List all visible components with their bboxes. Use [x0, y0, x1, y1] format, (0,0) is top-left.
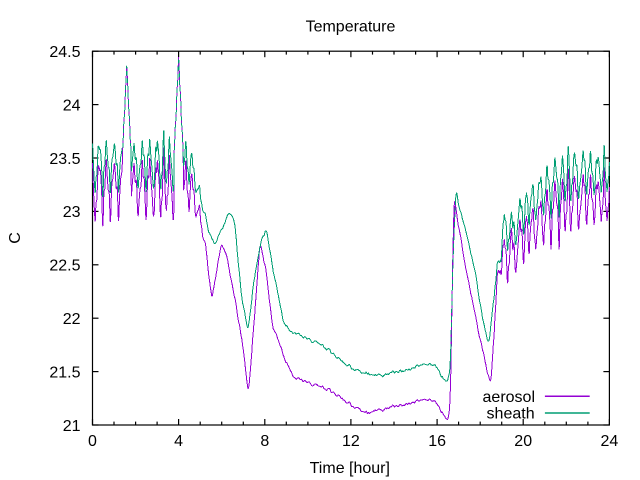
svg-text:24: 24 — [63, 97, 81, 114]
svg-text:Temperature: Temperature — [306, 19, 396, 36]
svg-text:24: 24 — [601, 433, 619, 450]
svg-text:12: 12 — [342, 433, 360, 450]
svg-text:24.5: 24.5 — [49, 44, 80, 61]
svg-text:23.5: 23.5 — [49, 151, 80, 168]
svg-text:22.5: 22.5 — [49, 258, 80, 275]
svg-text:4: 4 — [174, 433, 183, 450]
svg-text:20: 20 — [514, 433, 532, 450]
svg-text:C: C — [7, 232, 24, 244]
svg-text:22: 22 — [63, 311, 81, 328]
svg-text:21: 21 — [63, 418, 81, 435]
svg-text:21.5: 21.5 — [49, 364, 80, 381]
svg-text:Time [hour]: Time [hour] — [310, 460, 390, 477]
svg-text:0: 0 — [88, 433, 97, 450]
svg-text:aerosol: aerosol — [483, 389, 535, 406]
svg-text:23: 23 — [63, 204, 81, 221]
svg-text:8: 8 — [260, 433, 269, 450]
svg-text:16: 16 — [428, 433, 446, 450]
svg-text:sheath: sheath — [487, 406, 535, 423]
